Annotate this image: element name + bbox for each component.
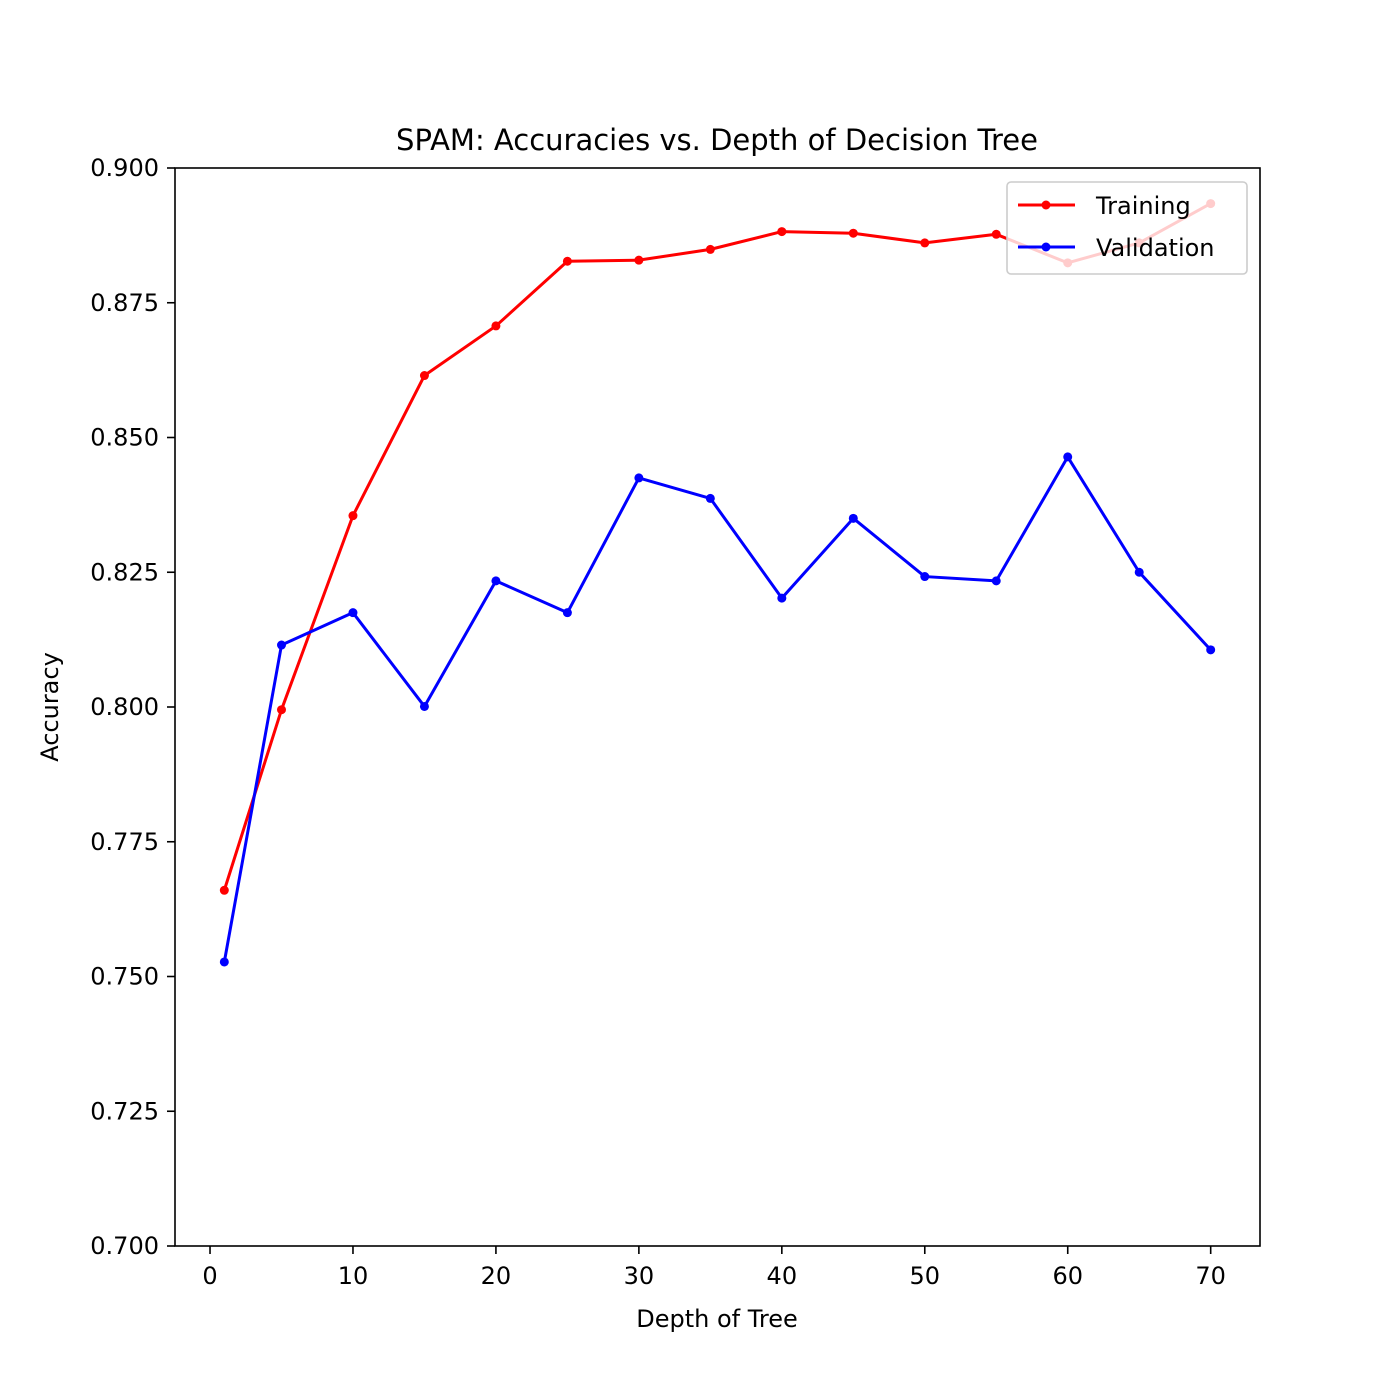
data-point-training [705,244,715,254]
data-point-validation [777,593,787,603]
data-point-training [920,238,930,248]
plot-area [175,168,1260,1246]
data-point-validation [1134,567,1144,577]
y-tick-label: 0.800 [90,693,159,721]
data-point-validation [848,513,858,523]
data-point-validation [562,608,572,618]
axes-frame [174,167,1261,1247]
x-tick-label: 0 [202,1262,217,1290]
x-tick-label: 70 [1195,1262,1226,1290]
data-point-training [419,371,429,381]
data-point-training [219,885,229,895]
x-tick-label: 20 [481,1262,512,1290]
data-point-validation [419,701,429,711]
data-point-training [848,228,858,238]
legend-label-validation: Validation [1096,234,1215,262]
y-tick-label: 0.850 [90,424,159,452]
data-point-validation [991,576,1001,586]
data-point-validation [705,493,715,503]
data-point-validation [219,957,229,967]
data-point-training [777,227,787,237]
data-point-validation [491,576,501,586]
x-tick-label: 50 [910,1262,941,1290]
data-point-training [491,321,501,331]
chart-title: SPAM: Accuracies vs. Depth of Decision T… [396,123,1038,157]
data-point-validation [1063,452,1073,462]
data-point-training [634,255,644,265]
y-tick-label: 0.700 [90,1232,159,1260]
legend-label-training: Training [1095,192,1191,220]
data-point-training [991,229,1001,239]
data-point-validation [348,608,358,618]
x-tick-label: 60 [1052,1262,1083,1290]
legend: Training Validation [1006,181,1248,275]
y-tick-label: 0.825 [90,558,159,586]
data-point-training [276,705,286,715]
legend-marker-validation [1041,242,1051,252]
legend-marker-training [1041,200,1051,210]
y-tick-label: 0.725 [90,1097,159,1125]
data-point-validation [920,572,930,582]
y-tick-label: 0.750 [90,963,159,991]
x-tick-label: 40 [767,1262,798,1290]
data-point-validation [1206,645,1216,655]
y-tick-label: 0.900 [90,154,159,182]
y-axis-label: Accuracy [36,652,64,762]
y-tick-label: 0.775 [90,828,159,856]
x-tick-label: 30 [624,1262,655,1290]
data-point-training [562,256,572,266]
data-point-validation [634,473,644,483]
y-tick-label: 0.875 [90,289,159,317]
data-point-training [348,511,358,521]
x-tick-label: 10 [338,1262,369,1290]
x-axis-label: Depth of Tree [636,1305,798,1333]
data-point-validation [276,640,286,650]
